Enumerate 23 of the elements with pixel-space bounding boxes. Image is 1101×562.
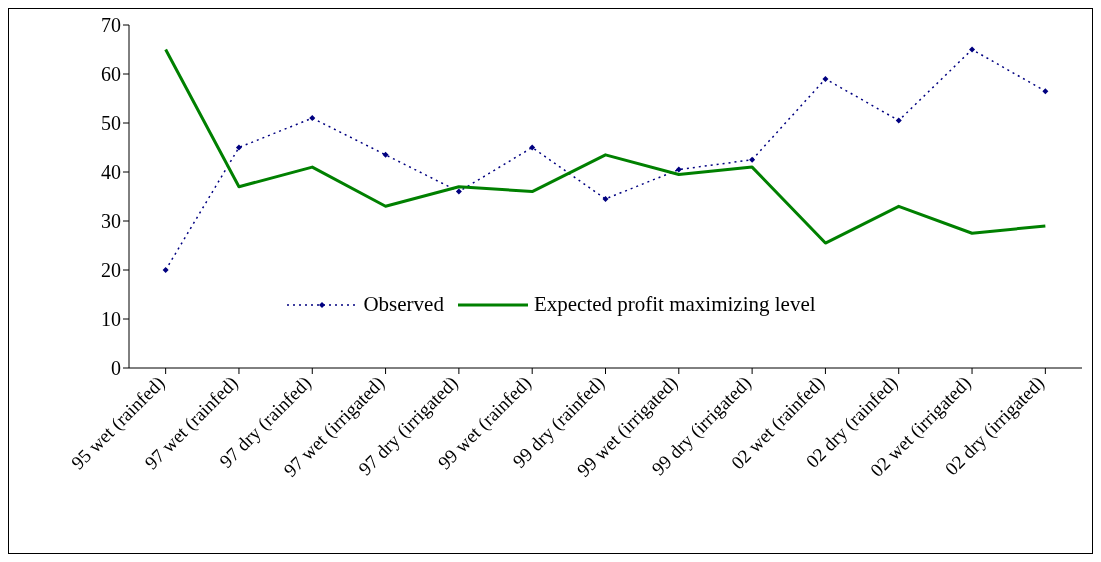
y-tick-label: 70 [101,14,121,37]
y-tick-label: 60 [101,63,121,86]
point [969,46,976,53]
point [382,151,389,158]
point [822,75,829,82]
point [895,117,902,124]
y-tick-label: 0 [111,357,121,380]
y-tick-label: 50 [101,112,121,135]
y-tick-label: 10 [101,308,121,331]
y-tick-label: 20 [101,259,121,282]
point [1042,88,1049,95]
point [162,267,169,273]
point [455,188,462,195]
point [675,166,682,173]
legend-label: Observed [363,292,444,317]
point [749,156,756,163]
point [235,144,242,151]
y-tick-label: 40 [101,161,121,184]
point [309,115,316,122]
y-tick-label: 30 [101,210,121,233]
point [529,144,536,151]
point [602,195,609,202]
legend-label: Expected profit maximizing level [533,292,816,317]
